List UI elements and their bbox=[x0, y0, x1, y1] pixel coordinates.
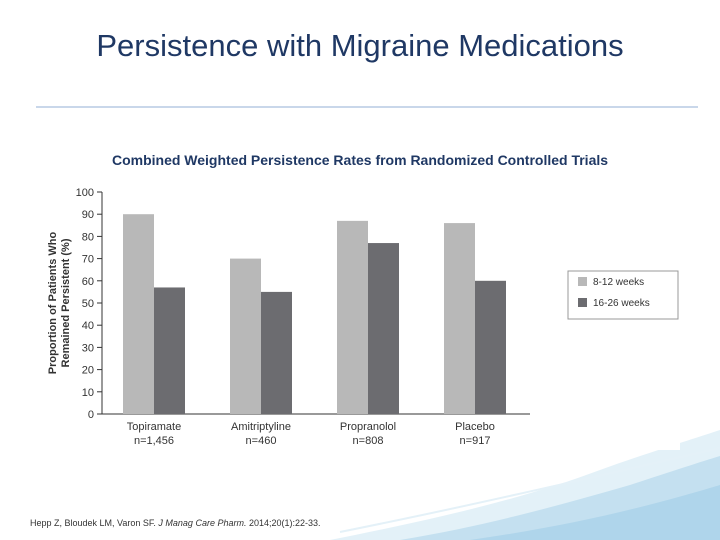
bar-short-term bbox=[337, 220, 368, 414]
category-n-label: n=1,456 bbox=[134, 435, 174, 447]
y-tick-label: 30 bbox=[82, 342, 94, 354]
bar-long-term bbox=[154, 287, 185, 414]
y-tick-label: 0 bbox=[88, 409, 94, 421]
citation-journal: J Manag Care Pharm. bbox=[158, 518, 247, 528]
bar-short-term bbox=[444, 223, 475, 414]
y-tick-label: 40 bbox=[82, 320, 94, 332]
legend-label: 8-12 weeks bbox=[593, 277, 644, 288]
y-tick-label: 80 bbox=[82, 231, 94, 243]
citation-authors: Hepp Z, Bloudek LM, Varon SF. bbox=[30, 518, 156, 528]
legend-swatch bbox=[578, 298, 587, 307]
citation-details: 2014;20(1):22-33. bbox=[248, 518, 321, 528]
slide-title: Persistence with Migraine Medications bbox=[96, 28, 624, 63]
y-axis-label: Proportion of Patients WhoRemained Persi… bbox=[47, 232, 72, 375]
category-label: Placebo bbox=[455, 421, 495, 433]
chart-container: 0 10 20 30 40 50 60 70 80 90 100 Proportion of Pati… bbox=[30, 178, 680, 450]
y-axis-label-line: Remained Persistent (%) bbox=[60, 238, 72, 367]
bar-long-term bbox=[475, 280, 506, 414]
category-label: Propranolol bbox=[340, 421, 396, 433]
y-tick-label: 20 bbox=[82, 365, 94, 377]
bar-long-term bbox=[368, 243, 399, 414]
y-tick-label: 60 bbox=[82, 276, 94, 288]
y-tick-label: 90 bbox=[82, 209, 94, 221]
y-tick-label: 10 bbox=[82, 387, 94, 399]
y-tick-label: 100 bbox=[76, 187, 94, 199]
bar-long-term bbox=[261, 291, 292, 414]
y-axis-label-line: Proportion of Patients Who bbox=[47, 232, 59, 375]
legend-label: 16-26 weeks bbox=[593, 298, 650, 309]
category-n-label: n=917 bbox=[460, 435, 491, 447]
y-tick-label: 70 bbox=[82, 254, 94, 266]
legend-swatch bbox=[578, 277, 587, 286]
chart-heading: Combined Weighted Persistence Rates from… bbox=[111, 152, 609, 168]
category-n-label: n=460 bbox=[246, 435, 277, 447]
bar-short-term bbox=[123, 214, 154, 414]
citation: Hepp Z, Bloudek LM, Varon SF. J Manag Ca… bbox=[30, 518, 321, 528]
bar-chart: 0 10 20 30 40 50 60 70 80 90 100 Proportion of Pati… bbox=[47, 187, 679, 447]
title-divider bbox=[36, 106, 698, 108]
category-label: Amitriptyline bbox=[231, 421, 291, 433]
y-tick-label: 50 bbox=[82, 298, 94, 310]
bar-short-term bbox=[230, 258, 261, 414]
category-label: Topiramate bbox=[127, 421, 181, 433]
category-n-label: n=808 bbox=[353, 435, 384, 447]
